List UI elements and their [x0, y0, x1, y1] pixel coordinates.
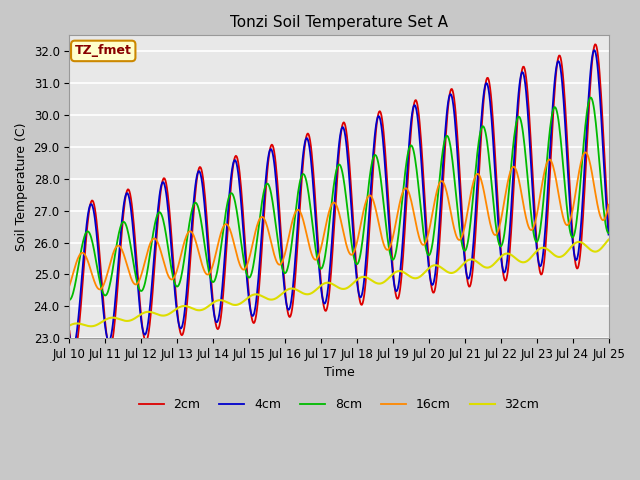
4cm — [421, 214, 429, 219]
2cm — [421, 198, 429, 204]
8cm — [214, 265, 221, 271]
4cm — [186, 243, 194, 249]
2cm — [65, 328, 73, 334]
32cm — [76, 321, 83, 326]
4cm — [76, 299, 84, 304]
8cm — [186, 221, 193, 227]
Legend: 2cm, 4cm, 8cm, 16cm, 32cm: 2cm, 4cm, 8cm, 16cm, 32cm — [134, 393, 545, 416]
16cm — [405, 191, 413, 196]
32cm — [421, 269, 429, 275]
Y-axis label: Soil Temperature (C): Soil Temperature (C) — [15, 122, 28, 251]
2cm — [215, 325, 223, 331]
4cm — [215, 315, 223, 321]
2cm — [591, 41, 599, 47]
2cm — [76, 314, 84, 320]
16cm — [186, 228, 194, 234]
Line: 32cm: 32cm — [69, 240, 609, 326]
4cm — [405, 141, 413, 147]
32cm — [605, 237, 612, 242]
16cm — [421, 241, 429, 247]
2cm — [70, 350, 77, 356]
4cm — [132, 254, 140, 260]
8cm — [404, 148, 412, 154]
Line: 4cm: 4cm — [69, 50, 609, 347]
4cm — [69, 344, 77, 350]
32cm — [87, 324, 95, 329]
8cm — [587, 95, 595, 100]
16cm — [605, 202, 612, 207]
Text: TZ_fmet: TZ_fmet — [75, 45, 132, 58]
8cm — [65, 297, 73, 303]
16cm — [76, 253, 83, 259]
4cm — [65, 332, 73, 337]
4cm — [605, 232, 612, 238]
32cm — [186, 305, 194, 311]
4cm — [591, 47, 598, 53]
2cm — [405, 155, 413, 160]
16cm — [582, 149, 589, 155]
16cm — [65, 283, 73, 288]
16cm — [215, 239, 223, 245]
32cm — [65, 323, 73, 328]
Line: 2cm: 2cm — [69, 44, 609, 353]
X-axis label: Time: Time — [324, 367, 355, 380]
8cm — [605, 230, 612, 236]
2cm — [605, 225, 612, 231]
8cm — [76, 259, 83, 265]
16cm — [132, 282, 140, 288]
16cm — [95, 287, 103, 292]
2cm — [186, 260, 194, 265]
32cm — [215, 298, 223, 303]
Title: Tonzi Soil Temperature Set A: Tonzi Soil Temperature Set A — [230, 15, 448, 30]
Line: 16cm: 16cm — [69, 152, 609, 289]
2cm — [132, 241, 140, 247]
32cm — [132, 315, 140, 321]
8cm — [131, 267, 138, 273]
Line: 8cm: 8cm — [69, 97, 609, 300]
8cm — [420, 234, 428, 240]
32cm — [405, 273, 413, 279]
